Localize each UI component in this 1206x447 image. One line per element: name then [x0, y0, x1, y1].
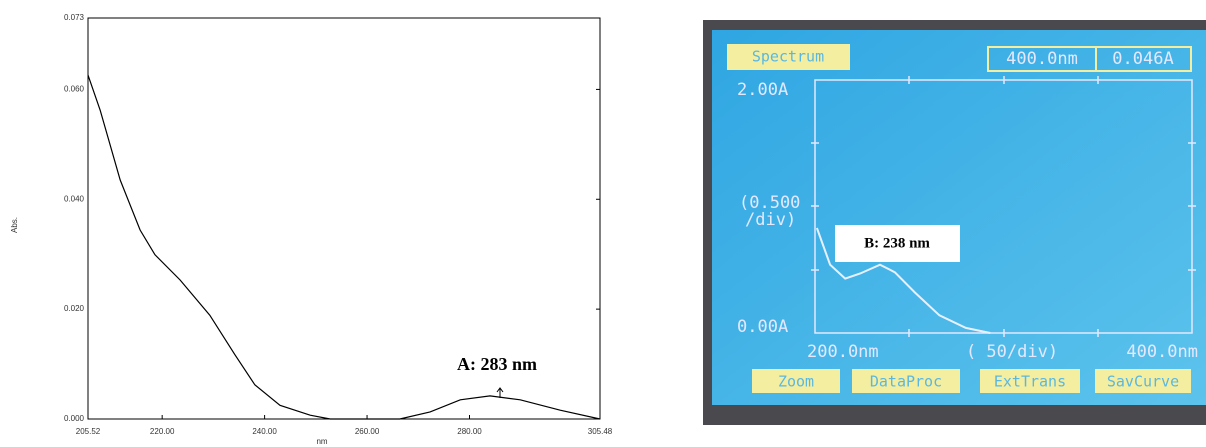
y-scale: /div) — [745, 210, 796, 230]
x-tick-label: 400.0nm — [1126, 342, 1198, 362]
x-tick-label: 205.52 — [76, 427, 101, 436]
x-axis-label: nm — [316, 437, 327, 446]
button-label: SavCurve — [1107, 373, 1179, 391]
x-tick-label: 240.00 — [252, 427, 277, 436]
x-tick-label: 220.00 — [150, 427, 175, 436]
button-label: DataProc — [870, 373, 942, 391]
y-tick-label: 2.00A — [737, 80, 788, 100]
cursor-value: 0.046A — [1112, 49, 1173, 69]
x-tick-label: 280.00 — [457, 427, 482, 436]
x-tick-label: 260.00 — [355, 427, 380, 436]
x-tick-label: 305.48 — [588, 427, 613, 436]
button-label: Zoom — [778, 373, 814, 391]
x-scale: ( 50/div) — [966, 342, 1058, 362]
y-tick-label: 0.060 — [64, 85, 85, 94]
figure: Abs. nm A: 283 nm Spectrum 400.0nm 0.046… — [0, 0, 1206, 447]
mode: Spectrum — [752, 48, 824, 66]
x-tick-label: 200.0nm — [807, 342, 879, 362]
y-tick-label: 0.073 — [64, 13, 85, 22]
annotation: B: 238 nm — [864, 235, 930, 251]
y-tick-label: 0.040 — [64, 194, 85, 203]
y-tick-label: 0.020 — [64, 304, 85, 313]
cursor-wavelength: 400.0nm — [1006, 49, 1078, 69]
annotation: A: 283 nm — [457, 354, 537, 374]
y-tick-label: 0.000 — [64, 414, 85, 423]
y-tick-label: 0.00A — [737, 317, 788, 337]
button-label: ExtTrans — [994, 373, 1066, 391]
y-axis-label: Abs. — [10, 217, 19, 233]
